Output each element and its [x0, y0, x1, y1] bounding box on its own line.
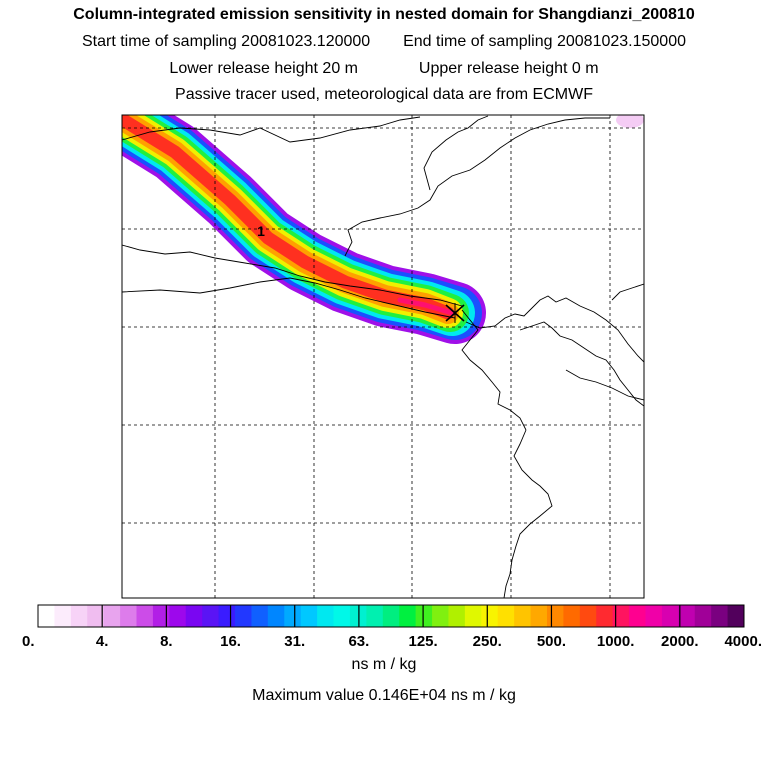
colorbar-cell: [202, 605, 220, 627]
colorbar-tick-label: 31.: [284, 633, 305, 650]
colorbar-tick-label: 63.: [348, 633, 369, 650]
colorbar-cell: [711, 605, 729, 627]
colorbar-units: ns m / kg: [351, 656, 417, 673]
colorbar-cell: [481, 605, 499, 627]
maximum-value-label: Maximum value: [252, 687, 365, 704]
colorbar-cell: [596, 605, 614, 627]
colorbar-cell: [235, 605, 252, 627]
maximum-value-units: ns m / kg: [450, 687, 516, 704]
lat-lon-grid: [122, 115, 644, 598]
colorbar-cell: [612, 605, 630, 627]
plot-title: Column-integrated emission sensitivity i…: [73, 6, 695, 23]
plume-core-magenta: [397, 297, 455, 316]
colorbar-cell: [514, 605, 532, 627]
colorbar-cell: [54, 605, 72, 627]
colorbar-cell: [382, 605, 400, 627]
colorbar-cell: [284, 605, 302, 627]
lower-height-label: Lower release height: [169, 60, 318, 77]
colorbar-cell: [629, 605, 646, 627]
colorbar-cell: [530, 605, 548, 627]
colorbar-cell: [70, 605, 88, 627]
colorbar-cell: [694, 605, 712, 627]
colorbar-tick-label: 0.: [22, 633, 35, 650]
start-time-value: 20081023.120000: [241, 33, 371, 50]
colorbar-tick-label: 250.: [473, 633, 502, 650]
colorbar-tick-label: 125.: [408, 633, 437, 650]
upper-height-value: 0 m: [571, 60, 599, 77]
colorbar-cell: [563, 605, 581, 627]
tracer-note: Passive tracer used, meteorological data…: [175, 86, 593, 103]
border-line-middle: [122, 244, 463, 307]
colorbar-tick-label: 2000.: [661, 633, 699, 650]
upper-height-label: Upper release height: [418, 60, 568, 77]
colorbar-tick-label: 500.: [537, 633, 566, 650]
coastlines-borders: [122, 115, 644, 598]
maximum-value-line: Maximum value 0.146E+04 ns m / kg: [0, 687, 768, 705]
colorbar-cell: [497, 605, 515, 627]
colorbar-cell: [366, 605, 384, 627]
colorbar-cell: [87, 605, 105, 627]
release-height-line: Lower release height 20 m Upper release …: [0, 60, 768, 78]
border-line-lower: [122, 277, 456, 319]
colorbar-cell: [317, 605, 335, 627]
bay-coast: [461, 309, 527, 431]
colorbar-cells: [37, 604, 745, 628]
end-time-label: End time of sampling: [403, 33, 553, 50]
end-time-value: 20081023.150000: [556, 33, 686, 50]
colorbar-cell: [678, 605, 696, 627]
peninsula-inner-coast: [519, 321, 644, 407]
colorbar-cell: [120, 605, 138, 627]
colorbar-cell: [546, 605, 564, 627]
colorbar-cell: [251, 605, 269, 627]
colorbar-cell: [218, 605, 236, 627]
colorbar-cell: [661, 605, 679, 627]
river-line: [565, 369, 644, 401]
border-line-north: [122, 116, 421, 143]
colorbar-cell: [152, 605, 170, 627]
colorbar-cell: [448, 605, 466, 627]
colorbar-cell: [727, 605, 745, 627]
colorbar-cell: [333, 605, 351, 627]
colorbar-tick-label: 4000.: [724, 633, 762, 650]
colorbar-tick-label: 1000.: [597, 633, 635, 650]
colorbar-cell: [103, 605, 121, 627]
colorbar-cell: [645, 605, 663, 627]
island-outline: [611, 283, 644, 301]
map-frame: [121, 114, 645, 599]
colorbar-frame: [37, 604, 745, 628]
colorbar-cell: [38, 605, 55, 627]
sampling-time-line: Start time of sampling 20081023.120000 E…: [0, 33, 768, 51]
colorbar-cell: [579, 605, 597, 627]
colorbar-cell: [464, 605, 482, 627]
lower-height-value: 20 m: [322, 60, 358, 77]
colorbar-cell: [267, 605, 285, 627]
peninsula-coast: [465, 295, 644, 363]
start-time-label: Start time of sampling: [81, 33, 237, 50]
trajectory-time-label: 1: [257, 223, 265, 239]
colorbar-cell: [399, 605, 417, 627]
colorbar-cell: [136, 605, 154, 627]
colorbar-tick-label: 4.: [96, 633, 109, 650]
colorbar-tick-label: 8.: [160, 633, 173, 650]
colorbar-tick-label: 16.: [220, 633, 241, 650]
colorbar-cell: [432, 605, 449, 627]
colorbar-cell: [169, 605, 187, 627]
colorbar-cell: [415, 605, 433, 627]
station-marker-icon: [445, 303, 465, 323]
colorbar-cell: [300, 605, 318, 627]
bohai-coast: [423, 115, 489, 191]
faint-sensitivity-patch: [616, 115, 644, 128]
colorbar-cell: [185, 605, 203, 627]
maximum-value: 0.146E+04: [368, 687, 447, 704]
border-line-northeast: [344, 117, 610, 257]
colorbar-tick-labels: 0. 4. 8. 16. 31. 63. 125. 250. 500. 1000. 2000. 400…: [22, 633, 762, 650]
